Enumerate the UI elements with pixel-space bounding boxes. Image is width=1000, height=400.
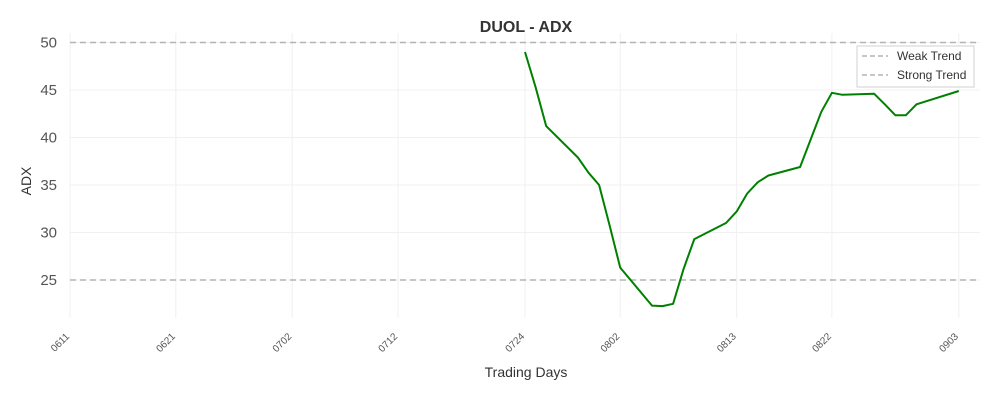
data-point	[588, 172, 589, 173]
legend-box	[856, 45, 975, 88]
x-tick-label: 0702	[271, 331, 295, 355]
data-point	[598, 184, 599, 185]
data-point	[651, 305, 652, 306]
data-point	[842, 94, 843, 95]
data-point	[916, 104, 917, 105]
x-tick-label: 0621	[154, 331, 178, 355]
data-point	[884, 104, 885, 105]
x-tick-label: 0903	[937, 331, 961, 355]
series-layer	[524, 51, 960, 308]
data-point	[905, 115, 906, 116]
x-tick-label: 0712	[377, 331, 401, 355]
data-point	[821, 111, 822, 112]
x-tick-label: 0813	[715, 331, 739, 355]
legend: Weak Trend Strong Trend	[856, 45, 975, 88]
y-tick-labels: 25 30 35 40 45 50	[40, 35, 57, 290]
data-point	[747, 193, 748, 194]
data-point	[662, 306, 663, 307]
data-point	[757, 182, 758, 183]
data-point	[768, 175, 769, 176]
data-point	[736, 211, 737, 212]
y-axis-label: ADX	[18, 166, 34, 195]
data-point	[524, 51, 525, 52]
data-point	[535, 87, 536, 88]
y-tick-label: 45	[40, 82, 57, 99]
x-axis-label: Trading Days	[485, 364, 568, 380]
data-point	[725, 222, 726, 223]
data-point	[810, 139, 811, 140]
data-point	[800, 166, 801, 167]
x-tick-labels: 0611 0621 0702 0712 0724 0802 0813 0822 0903	[49, 331, 961, 355]
y-tick-label: 50	[40, 35, 57, 52]
y-tick-label: 40	[40, 130, 57, 147]
data-point	[831, 92, 832, 93]
grid	[69, 33, 980, 318]
data-point	[577, 157, 578, 158]
legend-label-1: Weak Trend	[897, 49, 961, 63]
data-point	[694, 239, 695, 240]
data-point	[895, 115, 896, 116]
x-tick-label: 0802	[599, 331, 623, 355]
chart-title: DUOL - ADX	[480, 19, 573, 36]
x-tick-label: 0611	[49, 331, 72, 354]
y-tick-label: 30	[40, 225, 57, 242]
y-tick-label: 25	[40, 272, 57, 289]
data-point	[546, 126, 547, 127]
reference-lines	[70, 41, 980, 281]
data-point	[673, 303, 674, 304]
data-point	[620, 267, 621, 268]
y-tick-label: 35	[40, 177, 57, 194]
data-point	[958, 90, 959, 91]
adx-line-1	[524, 51, 960, 308]
data-point	[874, 93, 875, 94]
x-tick-label: 0724	[504, 331, 528, 355]
data-point	[683, 268, 684, 269]
legend-label-2: Strong Trend	[897, 68, 966, 82]
x-tick-label: 0822	[810, 331, 834, 355]
data-point	[609, 225, 610, 226]
